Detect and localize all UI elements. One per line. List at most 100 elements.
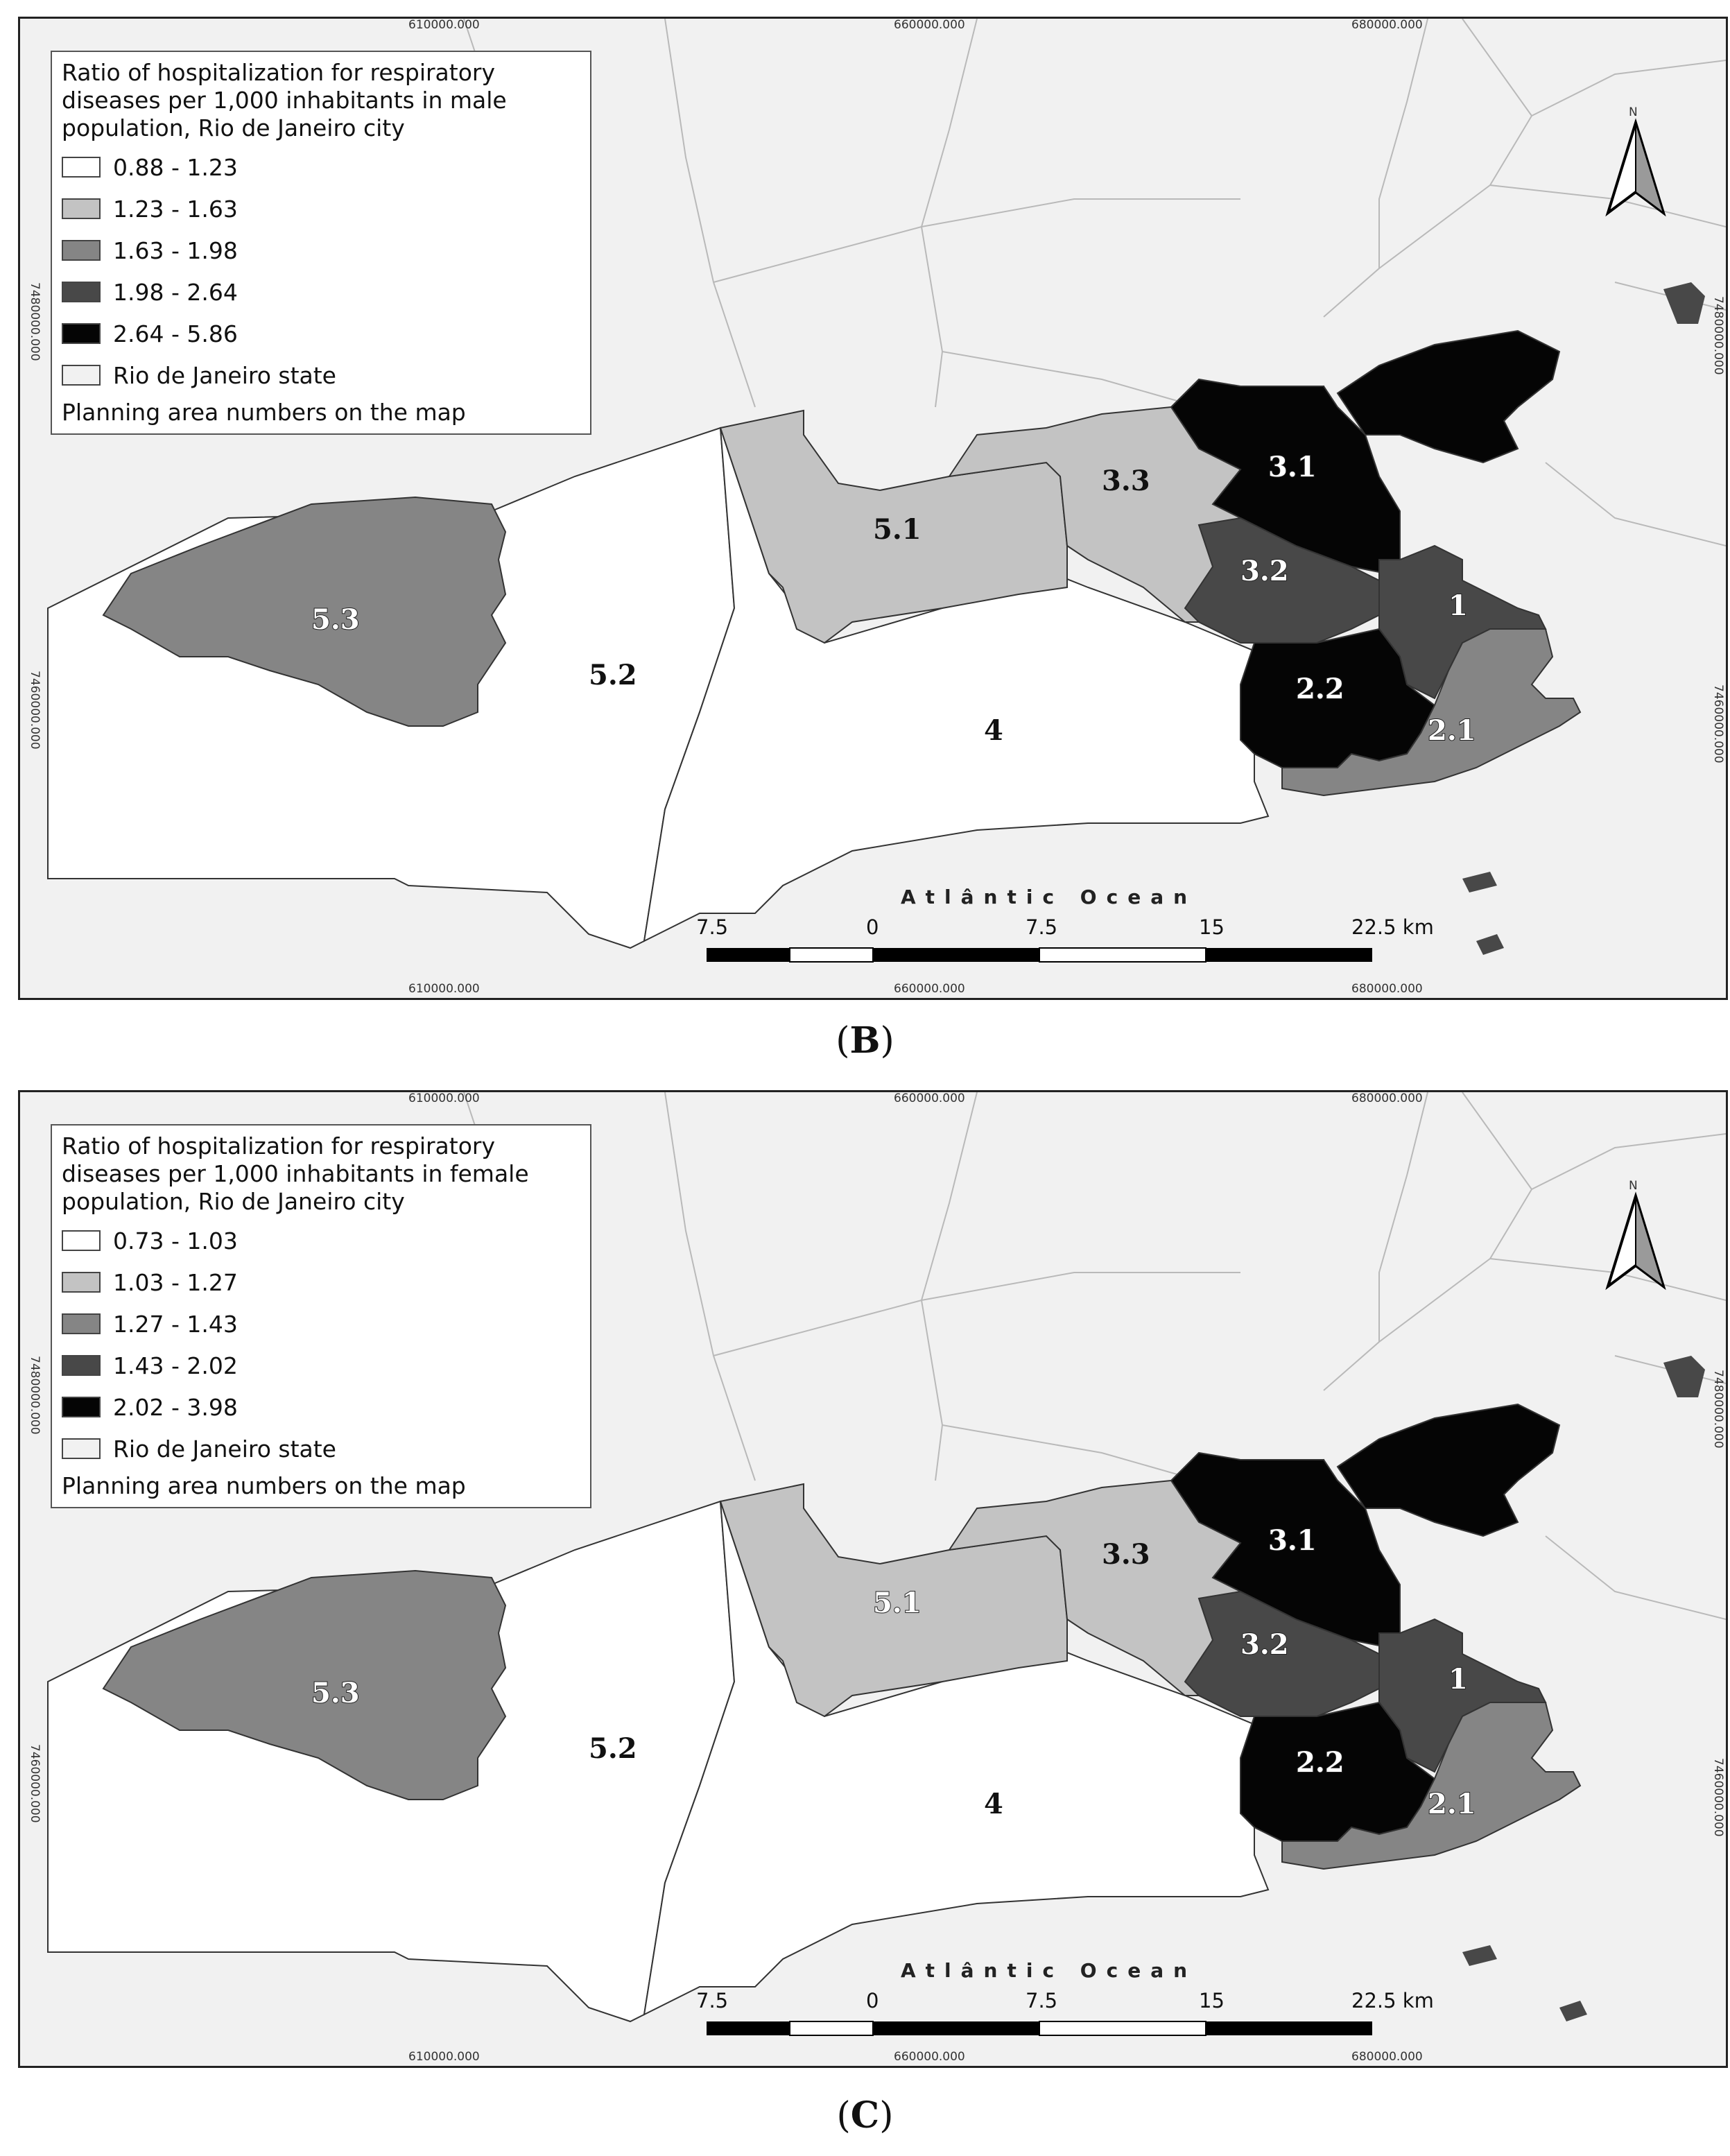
north-label: N [1629,105,1638,119]
scale-label: 15 [1199,1989,1225,2012]
area-label: 2.2 [1296,673,1344,705]
legend-swatch [62,240,101,261]
scale-label: 7.5 [696,915,728,939]
legend-item: 2.02 - 3.98 [62,1386,580,1428]
area-label: 5.3 [311,1677,360,1709]
legend-swatch [62,198,101,219]
legend-label: 1.27 - 1.43 [113,1310,238,1338]
area-label: 1 [1448,1663,1468,1696]
legend-item: 0.73 - 1.03 [62,1220,580,1261]
island-shape [1336,1403,1561,1537]
grid-label-bottom: 660000.000 [894,2050,965,2064]
legend-label: 2.02 - 3.98 [113,1393,238,1421]
area-label: 3.3 [1102,1538,1150,1571]
legend: Ratio of hospitalization for respiratory… [51,51,591,435]
north-arrow-icon: N [1605,1179,1666,1291]
area-label: 3.1 [1268,1524,1317,1557]
legend-item: 2.64 - 5.86 [62,313,580,354]
grid-label-left: 7480000.000 [28,1356,42,1435]
legend-label: 2.64 - 5.86 [113,320,238,347]
legend-swatch [62,1355,101,1376]
state-boundaries [463,19,1726,546]
legend-item: 1.03 - 1.27 [62,1261,580,1303]
legend-label: 1.63 - 1.98 [113,236,238,264]
legend-item: 1.43 - 2.02 [62,1345,580,1386]
grid-label-bottom: 680000.000 [1351,2050,1423,2064]
legend-label: Rio de Janeiro state [113,1435,336,1463]
legend-swatch [62,282,101,302]
island-shape [1462,1945,1497,1966]
island-shape [1663,1356,1705,1397]
scale-label: 0 [866,1989,879,2012]
map-panel-b: 610000.000 660000.000 680000.000 610000.… [18,17,1728,1000]
caption-letter: C [850,2094,880,2137]
scale-label: 7.5 [1026,1989,1057,2012]
north-arrow-icon: N [1605,105,1666,217]
area-5-1-shape [719,1483,1068,1718]
legend-item: 1.63 - 1.98 [62,230,580,271]
area-label: 2.1 [1428,1788,1476,1820]
map-canvas: 610000.000 660000.000 680000.000 610000.… [20,19,1726,998]
legend-swatch [62,365,101,386]
area-label: 5.1 [873,513,922,546]
grid-label-right: 7480000.000 [1711,296,1725,375]
legend-footer: Planning area numbers on the map [62,399,466,426]
island-shape [1663,282,1705,324]
grid-label-left: 7460000.000 [28,1744,42,1823]
legend-label: 1.43 - 2.02 [113,1352,238,1379]
legend-label: 1.98 - 2.64 [113,278,238,306]
grid-label-bottom: 610000.000 [408,982,480,996]
area-label: 4 [984,1788,1003,1820]
legend-item: 0.88 - 1.23 [62,146,580,188]
area-label: 5.1 [873,1587,922,1619]
scale-label: 22.5 km [1351,1989,1434,2012]
area-2-1-shape [1281,1702,1582,1870]
area-label: 1 [1448,589,1468,622]
legend-title: Ratio of hospitalization for respiratory… [62,1132,529,1215]
legend-swatch [62,1438,101,1459]
legend-label: 1.03 - 1.27 [113,1268,238,1296]
grid-label-left: 7460000.000 [28,671,42,750]
area-label: 2.1 [1428,714,1476,747]
figure-caption: (C) [836,2094,894,2137]
grid-label-bottom: 660000.000 [894,982,965,996]
grid-label-bottom: 680000.000 [1351,982,1423,996]
area-label: 4 [984,714,1003,747]
scale-label: 22.5 km [1351,915,1434,939]
legend-label: Rio de Janeiro state [113,361,336,389]
legend-label: 1.23 - 1.63 [113,195,238,223]
grid-label-top: 680000.000 [1351,1092,1423,1105]
scale-label: 15 [1199,915,1225,939]
area-label: 3.3 [1102,465,1150,497]
scale-bar: 7.5 0 7.5 15 22.5 km [696,915,1434,963]
legend-label: 0.73 - 1.03 [113,1227,238,1254]
area-label: 5.2 [589,659,637,691]
legend-swatch [62,1313,101,1334]
legend: Ratio of hospitalization for respiratory… [51,1124,591,1508]
grid-label-top: 610000.000 [408,1092,480,1105]
legend-swatch [62,1230,101,1251]
island-shape [1462,872,1497,892]
grid-label-right: 7460000.000 [1711,1758,1725,1837]
legend-swatch [62,1272,101,1293]
scale-bar: 7.5 0 7.5 15 22.5 km [696,1989,1434,2036]
ocean-label: Atlântic Ocean [901,886,1197,908]
area-3-2-shape [1184,1590,1380,1717]
legend-title: Ratio of hospitalization for respiratory… [62,59,507,141]
scale-label: 0 [866,915,879,939]
grid-label-right: 7480000.000 [1711,1370,1725,1449]
scale-label: 7.5 [1026,915,1057,939]
grid-label-top: 660000.000 [894,1092,965,1105]
area-5-1-shape [719,409,1068,644]
grid-label-right: 7460000.000 [1711,684,1725,764]
legend-swatch [62,157,101,178]
legend-swatch [62,1397,101,1417]
figure-caption: (B) [836,1019,894,1062]
map-panel-c: 610000.000 660000.000 680000.000 610000.… [18,1090,1728,2068]
island-shape [1336,329,1561,464]
island-shape [1476,934,1504,955]
legend-item: 1.23 - 1.63 [62,188,580,230]
scale-label: 7.5 [696,1989,728,2012]
area-label: 2.2 [1296,1746,1344,1779]
grid-label-top: 660000.000 [894,19,965,32]
